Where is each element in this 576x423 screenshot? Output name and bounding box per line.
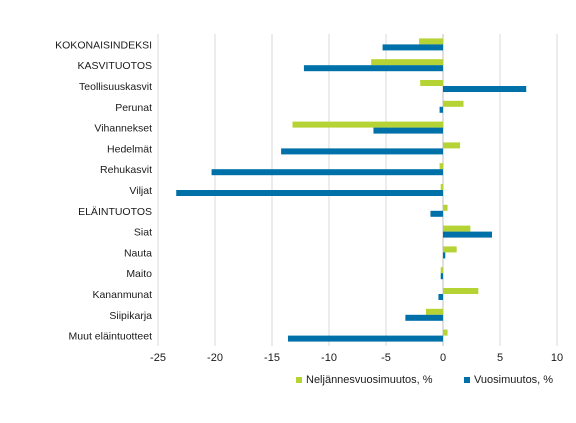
- category-label: ELÄINTUOTOS: [78, 206, 152, 218]
- bar-quarterly-change: [443, 329, 448, 336]
- x-tick-label: -15: [264, 352, 280, 364]
- bar-annual-change: [373, 127, 443, 134]
- x-tick-label: -25: [150, 352, 166, 364]
- category-label: Siat: [134, 227, 152, 239]
- bar-annual-change: [176, 190, 444, 196]
- bar-annual-change: [443, 252, 446, 259]
- bar-annual-change: [438, 294, 443, 300]
- bar-quarterly-change: [440, 267, 443, 274]
- bar-annual-change: [439, 106, 443, 113]
- bar-annual-change: [211, 169, 443, 176]
- category-label: Viljat: [129, 185, 152, 197]
- category-label: Rehukasvit: [100, 164, 152, 176]
- category-label: Maito: [126, 268, 152, 280]
- bar-annual-change: [405, 314, 443, 321]
- bar-quarterly-change: [419, 38, 443, 45]
- legend-label-quarterly: Neljännesvuosimuutos, %: [306, 374, 433, 386]
- bar-annual-change: [287, 335, 443, 342]
- x-axis-tick-labels: -25 -20 -15 -10 -5 0 5 10: [150, 352, 563, 364]
- bar-quarterly-change: [425, 308, 443, 315]
- category-label: Muut eläintuotteet: [69, 331, 153, 343]
- bar-annual-change: [382, 44, 443, 51]
- category-labels: KOKONAISINDEKSI KASVITUOTOS Teollisuuskasv…: [55, 39, 152, 342]
- legend-label-annual: Vuosimuutos, %: [474, 374, 553, 386]
- bar-quarterly-change: [440, 184, 443, 190]
- bar-quarterly-change: [443, 142, 461, 149]
- bar-annual-change: [281, 148, 443, 155]
- bars: [176, 38, 527, 342]
- bar-quarterly-change: [371, 59, 443, 66]
- category-label: Siipikarja: [109, 310, 152, 322]
- category-label: Hedelmät: [107, 143, 152, 155]
- bar-quarterly-change: [443, 288, 479, 294]
- x-tick-label: 10: [551, 352, 563, 364]
- bar-quarterly-change: [292, 121, 443, 128]
- bar-quarterly-change: [420, 80, 443, 86]
- x-tick-label: -5: [381, 352, 391, 364]
- legend: Neljännesvuosimuutos, % Vuosimuutos, %: [296, 374, 553, 386]
- x-tick-label: 0: [440, 352, 446, 364]
- bar-quarterly-change: [443, 204, 448, 211]
- category-label: Teollisuuskasvit: [79, 81, 152, 93]
- category-label: KASVITUOTOS: [78, 60, 153, 72]
- bar-annual-change: [443, 86, 527, 92]
- bar-quarterly-change: [443, 100, 464, 107]
- x-tick-label: -10: [321, 352, 337, 364]
- category-label: Perunat: [115, 102, 152, 114]
- bar-annual-change: [440, 273, 443, 280]
- x-tick-label: -20: [207, 352, 223, 364]
- category-label: Vihannekset: [94, 123, 152, 135]
- legend-swatch-annual: [464, 377, 470, 383]
- x-tick-label: 5: [497, 352, 503, 364]
- bar-quarterly-change: [443, 225, 471, 232]
- category-label: Nauta: [124, 247, 152, 259]
- bar-quarterly-change: [443, 246, 457, 253]
- category-label: Kananmunat: [92, 289, 152, 301]
- legend-swatch-quarterly: [296, 377, 302, 383]
- bar-annual-change: [430, 210, 443, 217]
- bar-annual-change: [443, 231, 493, 238]
- bar-quarterly-change: [439, 163, 443, 170]
- bar-annual-change: [303, 65, 443, 72]
- category-label: KOKONAISINDEKSI: [55, 39, 152, 51]
